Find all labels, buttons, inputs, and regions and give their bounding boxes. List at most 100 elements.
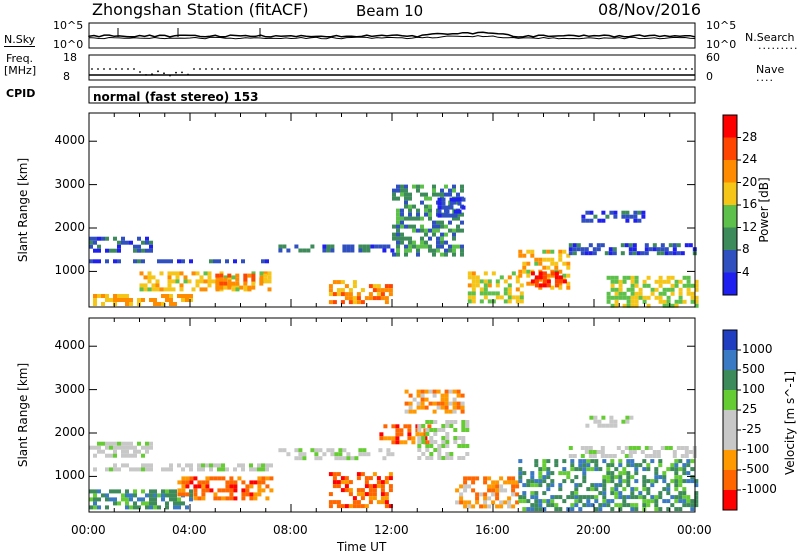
heatmap-cell [546,487,551,492]
heatmap-cell [417,456,422,460]
heatmap-cell [678,291,683,296]
heatmap-cell [137,259,141,264]
heatmap-cell [109,248,113,253]
nave-point [427,68,429,70]
heatmap-cell [328,284,333,289]
heatmap-cell [694,483,699,488]
heatmap-cell [368,492,373,497]
heatmap-cell [165,294,169,298]
heatmap-cell [261,476,266,481]
heatmap-cell [193,484,198,489]
heatmap-cell [143,283,148,288]
heatmap-cell [666,287,671,292]
heatmap-cell [440,220,444,225]
heatmap-cell [356,292,361,297]
heatmap-cell [507,476,512,481]
heatmap-cell [424,196,428,201]
heatmap-cell [404,401,409,406]
heatmap-cell [217,488,222,493]
heatmap-cell [352,296,357,301]
heatmap-cell [427,424,432,429]
heatmap-cell [169,298,173,302]
heatmap-cell [117,445,121,450]
heatmap-cell [259,277,264,282]
heatmap-cell [243,285,248,290]
heatmap-cell [538,257,543,262]
heatmap-cell [688,450,693,454]
heatmap-cell [503,279,508,284]
y-tick-label: 1000 [54,263,85,278]
heatmap-cell [139,271,144,276]
heatmap-cell [538,503,543,508]
heatmap-cell [511,295,516,300]
heatmap-cell [550,257,555,262]
heatmap-cell [640,450,645,454]
heatmap-cell [109,497,113,502]
heatmap-cell [534,257,539,262]
heatmap-cell [133,244,137,249]
axes-ticks [88,113,696,512]
heatmap-cell [664,251,669,256]
heatmap-cell [318,448,323,453]
heatmap-cell [257,467,261,472]
nave-point [301,68,303,70]
heatmap-cell [424,405,429,410]
heatmap-cell [141,248,145,253]
heatmap-cell [475,500,480,505]
heatmap-cell [265,259,269,264]
heatmap-cell [628,454,633,458]
heatmap-cell [129,302,133,306]
heatmap-cell [610,287,615,292]
heatmap-cell [457,444,462,448]
heatmap-cell [416,248,420,253]
heatmap-cell [574,499,579,504]
heatmap-cell [491,492,496,497]
heatmap-cell [420,397,425,402]
heatmap-cell [690,507,695,512]
heatmap-cell [417,428,422,432]
heatmap-cell [411,436,416,441]
heatmap-cell [93,505,97,510]
heatmap-cell [690,467,695,472]
heatmap-cell [618,507,623,512]
heatmap-cell [93,445,97,450]
heatmap-cell [420,401,425,406]
heatmap-cell [672,243,677,248]
heatmap-cell [622,499,627,504]
heatmap-cell [121,236,125,241]
heatmap-cell [149,244,153,249]
heatmap-cell [686,291,691,296]
heatmap-cell [227,273,232,278]
heatmap-cell [572,454,577,458]
heatmap-cell [613,419,618,424]
nsearch-trace [88,35,696,40]
heatmap-cell [340,300,345,305]
heatmap-cell [674,467,679,472]
heatmap-cell [368,292,373,297]
heatmap-cell [360,496,365,501]
heatmap-cell [610,507,615,512]
heatmap-cell [147,275,152,280]
velocity-colorbar-tick-label: 100 [742,382,765,396]
heatmap-cell [542,507,547,512]
heatmap-cell [668,446,673,450]
heatmap-cell [522,495,527,500]
heatmap-cell [404,236,408,241]
heatmap-cell [457,197,462,202]
heatmap-cell [199,275,204,280]
heatmap-cell [526,273,531,278]
heatmap-cell [694,495,699,500]
heatmap-cell [444,232,448,237]
heatmap-cell [225,467,229,472]
heatmap-cell [364,480,369,485]
heatmap-cell [400,220,404,225]
heatmap-cell [461,197,466,202]
heatmap-cell [416,188,420,193]
heatmap-cell [471,279,476,284]
heatmap-cell [646,283,651,288]
heatmap-cell [522,471,527,476]
nave-point [253,68,255,70]
heatmap-cell [229,480,234,485]
heatmap-cell [360,488,365,493]
nave-point [601,68,603,70]
